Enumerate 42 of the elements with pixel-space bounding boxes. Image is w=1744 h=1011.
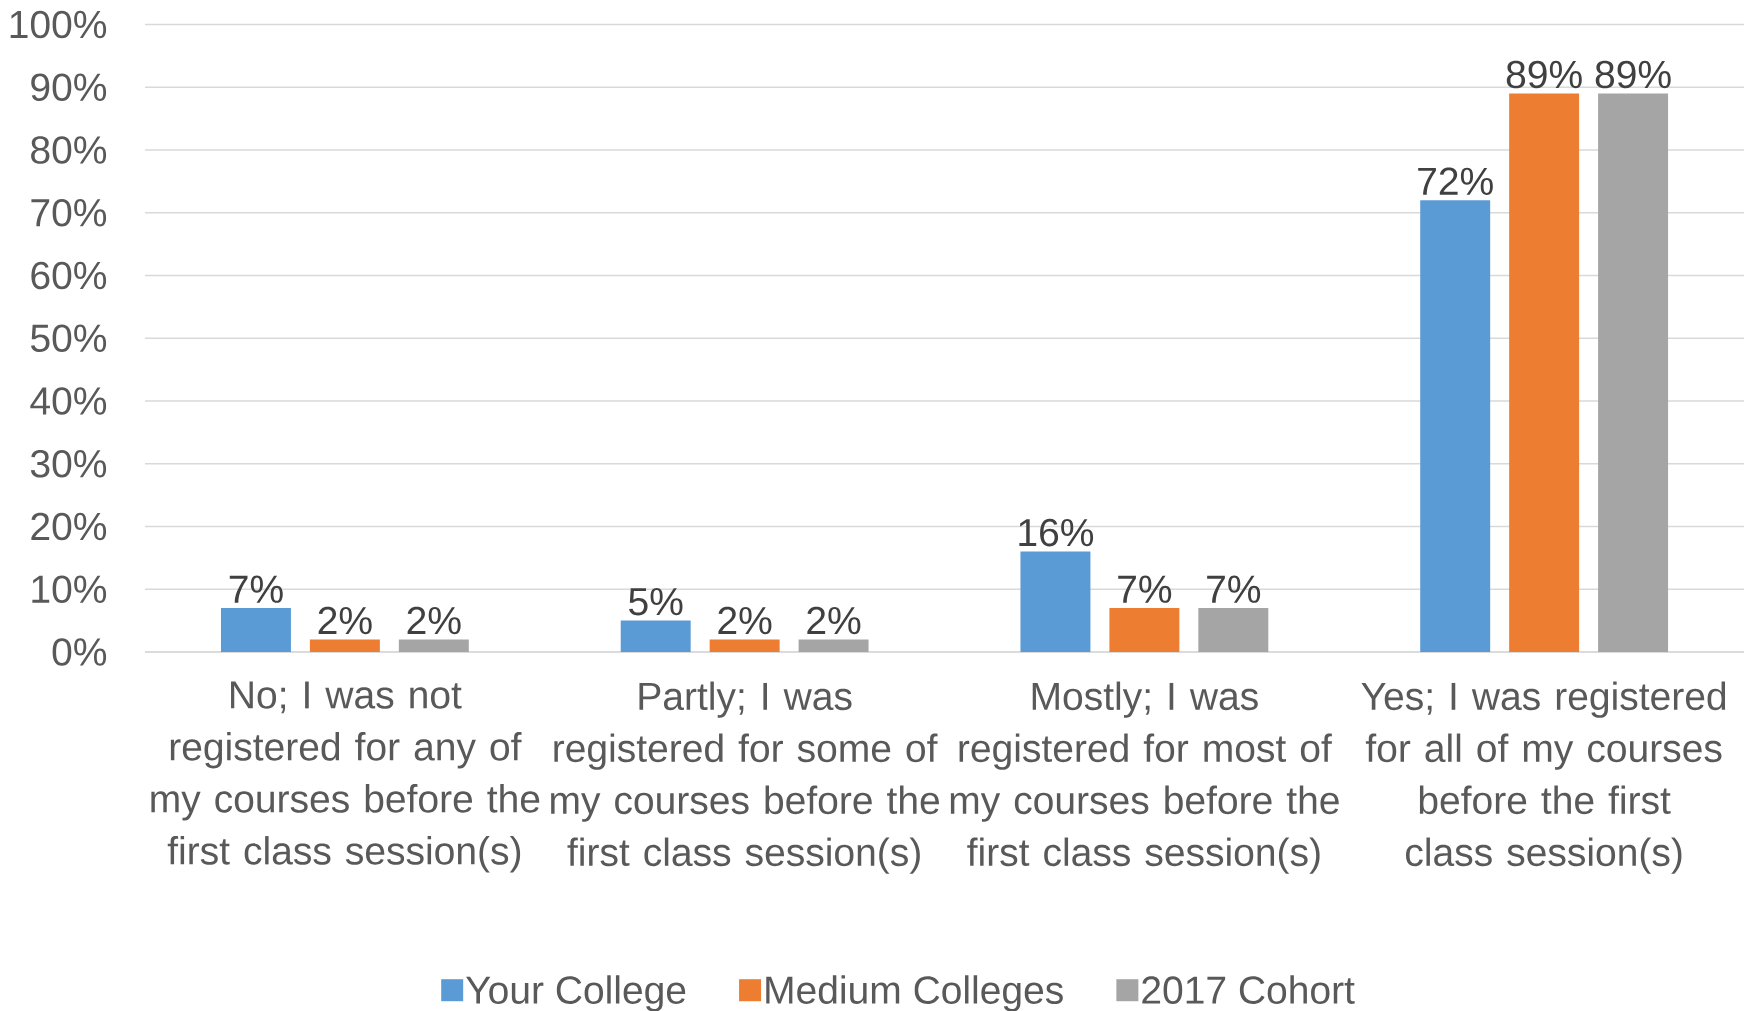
- data-label: 2%: [807, 606, 861, 635]
- data-label: 2%: [718, 606, 772, 635]
- y-tick-label: 70%: [31, 198, 107, 227]
- bar: [1020, 551, 1091, 652]
- bar: [709, 639, 780, 652]
- data-label: 2%: [407, 606, 461, 635]
- bar: [1198, 608, 1269, 652]
- y-tick-label: 30%: [30, 449, 107, 478]
- y-tick-label: 0%: [52, 638, 107, 666]
- x-tick-label: No; I was not registered for any of my courses before the first class session(s): [151, 681, 540, 873]
- y-tick-label: 100%: [10, 10, 107, 39]
- y-tick-label: 20%: [31, 512, 107, 541]
- data-label: 7%: [229, 575, 283, 603]
- y-tick-label: 60%: [31, 261, 107, 290]
- y-tick-label: 10%: [32, 575, 107, 604]
- bar: [1509, 93, 1580, 652]
- bar: [220, 608, 291, 652]
- bar: [1598, 93, 1669, 652]
- bar: [309, 639, 380, 652]
- x-tick-label: Partly; I was registered for some of my courses before the first class session(s): [551, 681, 940, 874]
- x-tick-label: Yes; I was registered for all of my courses before the first class session(s): [1361, 681, 1726, 874]
- legend-label: Your College: [466, 975, 686, 1011]
- y-tick-label: 40%: [30, 387, 107, 415]
- y-tick-label: 50%: [30, 324, 107, 353]
- data-label: 16%: [1019, 518, 1094, 547]
- data-label: 7%: [1118, 575, 1172, 603]
- x-tick-label: Mostly; I was registered for most of my courses before the first class session(s): [950, 681, 1339, 874]
- bar: [620, 620, 691, 652]
- data-label: 5%: [629, 587, 683, 616]
- legend-label: 2017 Cohort: [1142, 975, 1355, 1004]
- bar: [398, 639, 469, 652]
- bar: [1420, 200, 1491, 652]
- data-label: 89%: [1595, 60, 1671, 89]
- data-label: 89%: [1506, 60, 1582, 89]
- bar: [1109, 608, 1180, 652]
- data-label: 2%: [318, 606, 372, 635]
- data-label: 72%: [1418, 167, 1493, 195]
- data-label: 7%: [1207, 575, 1261, 603]
- legend-label: Medium Colleges: [766, 975, 1063, 1011]
- bar: [798, 639, 869, 652]
- y-tick-label: 80%: [31, 136, 107, 164]
- y-tick-label: 90%: [31, 73, 107, 102]
